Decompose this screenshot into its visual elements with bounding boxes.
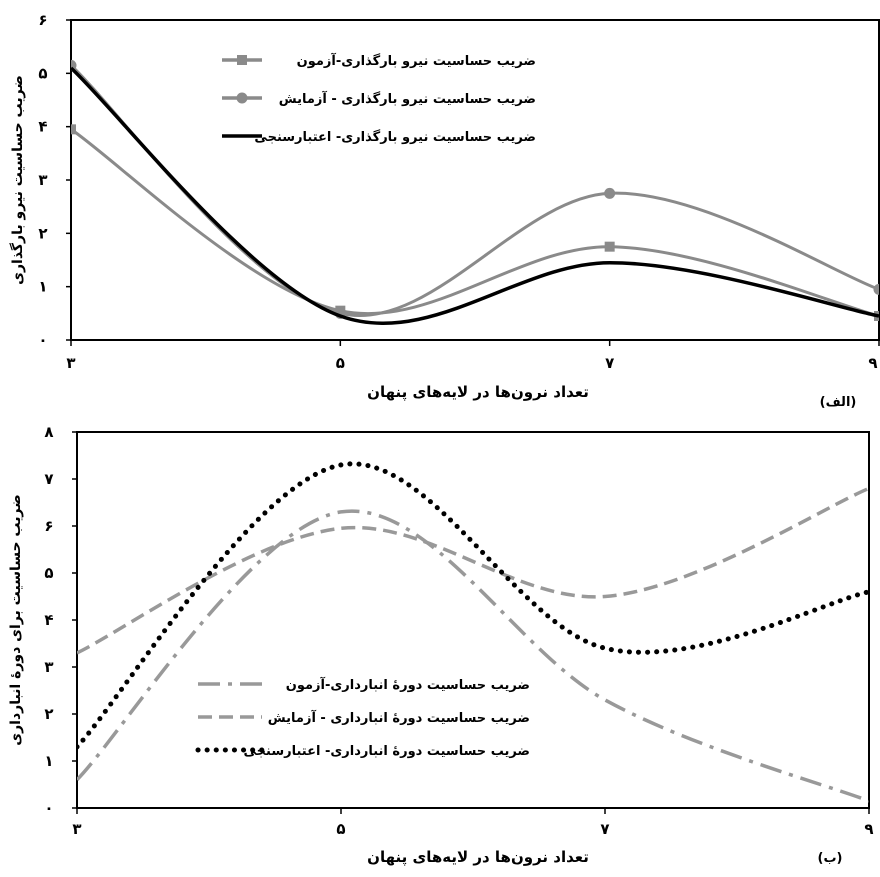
- series-2-marker-circle: [604, 188, 615, 199]
- series-line-1: [71, 129, 879, 316]
- panel-label: (ب): [818, 851, 843, 866]
- legend-marker-square: [237, 55, 247, 65]
- x-tick-label: ۳: [66, 354, 75, 372]
- panel-label: (الف): [820, 395, 857, 410]
- y-tick-label: ۶: [44, 517, 53, 535]
- legend-marker-circle: [237, 93, 248, 104]
- y-tick-label: ۵: [38, 64, 47, 82]
- y-tick-label: ۰: [38, 331, 47, 349]
- legend-label-3: ضریب حساسیت دورهٔ انبارداری- اعتبارسنجی: [244, 744, 531, 759]
- y-tick-label: ۳: [38, 171, 47, 189]
- legend-label-3: ضریب حساسیت نیرو بارگذاری- اعتبارسنجی: [254, 129, 536, 145]
- series-line-2: [77, 488, 869, 653]
- x-tick-label: ۹: [868, 354, 877, 372]
- y-tick-label: ۱: [38, 278, 47, 296]
- chart-panel-a: ۰ ۱ ۲ ۳ ۴ ۵ ۶ ۳ ۵ ۷ ۹ تعداد نرون‌ها در لایه‌های پنه…: [9, 11, 880, 410]
- y-tick-label: ۰: [44, 799, 53, 817]
- y-tick-label: ۸: [44, 423, 53, 441]
- x-tick-label: ۹: [864, 820, 873, 838]
- y-tick-label: ۴: [44, 611, 53, 629]
- y-tick-label: ۵: [44, 564, 53, 582]
- y-axis-label: ضریب حساسیت نیرو بارگذاری: [9, 75, 26, 285]
- legend-label-1: ضریب حساسیت نیرو بارگذاری-آزمون: [297, 52, 536, 69]
- x-axis-label: تعداد نرون‌ها در لایه‌های پنهان: [367, 383, 589, 402]
- series-1-marker-square: [605, 242, 615, 252]
- y-tick-label: ۷: [44, 470, 53, 488]
- legend-label-2: ضریب حساسیت نیرو بارگذاری - آزمایش: [279, 90, 536, 107]
- series-1-marker-square: [66, 124, 76, 134]
- legend-label-1: ضریب حساسیت دورهٔ انبارداری-آزمون: [286, 676, 530, 693]
- y-tick-label: ۶: [38, 11, 47, 29]
- x-tick-label: ۳: [72, 820, 81, 838]
- y-tick-label: ۲: [44, 705, 53, 723]
- x-axis-label: تعداد نرون‌ها در لایه‌های پنهان: [367, 848, 589, 867]
- y-tick-label: ۳: [44, 658, 53, 676]
- x-tick-label: ۷: [605, 354, 614, 372]
- x-tick-label: ۵: [336, 820, 345, 838]
- x-tick-label: ۵: [336, 354, 345, 372]
- legend-label-2: ضریب حساسیت دورهٔ انبارداری - آزمایش: [268, 709, 530, 726]
- y-tick-label: ۲: [38, 224, 47, 242]
- y-tick-label: ۱: [44, 752, 53, 770]
- x-tick-label: ۷: [600, 820, 609, 838]
- chart-panel-b: ۰ ۱ ۲ ۳ ۴ ۵ ۶ ۷ ۸ ۳ ۵ ۷ ۹ تعداد نرون‌ها در لایه‌های پ…: [8, 423, 874, 867]
- series-line-3: [77, 464, 869, 747]
- y-axis-label: ضریب حساسیت برای دورهٔ انبارداری: [8, 494, 24, 745]
- y-tick-label: ۴: [38, 118, 47, 136]
